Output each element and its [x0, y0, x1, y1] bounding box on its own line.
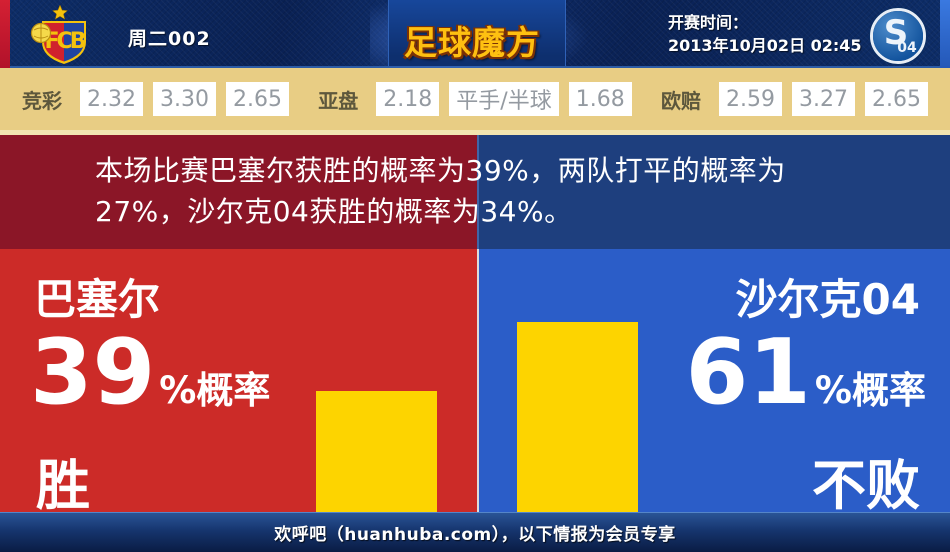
home-probability-suffix: %概率	[159, 369, 271, 412]
match-code: 周二002	[128, 28, 211, 50]
schalke-crest-icon: S 04	[866, 6, 930, 66]
odds-group-yapan: 亚盘 2.18 平手/半球 1.68	[318, 82, 632, 116]
summary-line-1: 本场比赛巴塞尔获胜的概率为39%，两队打平的概率为	[95, 154, 786, 187]
left-accent-strip	[0, 0, 10, 68]
home-team-name: 巴塞尔	[34, 275, 161, 324]
svg-text:S: S	[884, 13, 909, 53]
home-probability-bar	[316, 391, 437, 512]
site-logo-panel	[388, 0, 566, 66]
banner-right-navy	[477, 135, 950, 249]
probability-panels: 巴塞尔 39 %概率 胜 沙尔克04 61 %概率 不败	[0, 249, 950, 517]
site-logo[interactable]: 足球魔方	[404, 23, 540, 62]
oupei-draw-odds[interactable]: 3.27	[792, 82, 855, 116]
svg-text:04: 04	[897, 40, 917, 56]
away-probability-suffix: %概率	[814, 369, 926, 412]
kickoff-info: 开赛时间： 2013年10月02日 02:45	[668, 11, 862, 57]
odds-group-jingcai: 竞彩 2.32 3.30 2.65	[22, 82, 289, 116]
home-outcome: 胜	[36, 454, 90, 517]
header-bar: FCB 周二002 足球魔方 开赛时间： 2013年10月02日 02:45	[0, 0, 950, 74]
away-outcome: 不败	[812, 454, 920, 517]
jingcai-draw-odds[interactable]: 3.30	[152, 82, 216, 116]
basel-crest-icon: FCB	[28, 4, 92, 66]
footer-text: 欢呼吧（huanhuba.com），以下情报为会员专享	[274, 525, 676, 545]
away-probability-bar	[517, 322, 638, 512]
away-team-name: 沙尔克04	[735, 275, 920, 324]
away-probability-value: 61	[685, 320, 811, 425]
svg-text:FCB: FCB	[45, 29, 86, 54]
odds-group-oupei: 欧赔 2.59 3.27 2.65	[661, 82, 928, 116]
oupei-home-odds[interactable]: 2.59	[719, 82, 783, 116]
jingcai-away-odds[interactable]: 2.65	[225, 82, 289, 116]
right-accent-strip	[940, 0, 950, 68]
probability-summary-banner: 本场比赛巴塞尔获胜的概率为39%，两队打平的概率为 27%，沙尔克04获胜的概率…	[0, 135, 950, 249]
summary-text: 本场比赛巴塞尔获胜的概率为39%，两队打平的概率为 27%，沙尔克04获胜的概率…	[95, 150, 786, 232]
home-win-probability: 39 %概率	[30, 325, 477, 446]
oupei-away-odds[interactable]: 2.65	[865, 82, 928, 116]
yapan-away-odds[interactable]: 1.68	[568, 82, 632, 116]
jingcai-label: 竞彩	[22, 88, 62, 113]
banner-left-maroon	[0, 135, 477, 249]
footer-bar: 欢呼吧（huanhuba.com），以下情报为会员专享	[0, 512, 950, 552]
away-unbeaten-probability: 61 %概率	[479, 325, 926, 446]
jingcai-home-odds[interactable]: 2.32	[80, 82, 143, 116]
home-probability-value: 39	[30, 320, 156, 425]
oupei-label: 欧赔	[661, 88, 702, 113]
odds-bar: 竞彩 2.32 3.30 2.65 亚盘 2.18 平手/半球 1.68 欧赔 …	[0, 68, 950, 135]
yapan-home-odds[interactable]: 2.18	[376, 82, 440, 116]
yapan-label: 亚盘	[318, 88, 359, 113]
yapan-handicap[interactable]: 平手/半球	[449, 82, 559, 116]
kickoff-datetime: 2013年10月02日 02:45	[668, 36, 862, 55]
summary-line-2: 27%，沙尔克04获胜的概率为34%。	[95, 195, 573, 228]
kickoff-label: 开赛时间：	[668, 13, 749, 32]
